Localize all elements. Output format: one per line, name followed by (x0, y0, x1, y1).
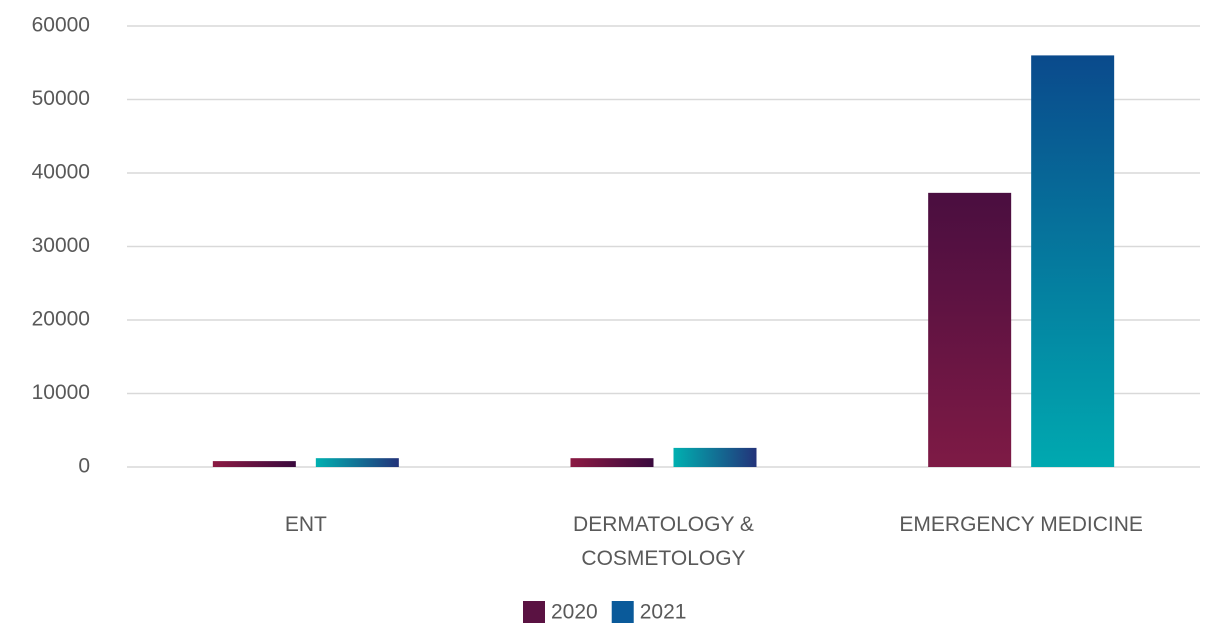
legend-label: 2020 (551, 601, 598, 624)
legend-swatch (611, 601, 634, 623)
x-tick-label: DERMATOLOGY & COSMETOLOGY (573, 513, 754, 570)
y-tick-label: 50000 (32, 87, 90, 110)
x-tick-label: ENT (284, 513, 327, 536)
bar (570, 458, 654, 467)
bar (212, 461, 296, 467)
bar (315, 458, 399, 467)
bar (928, 192, 1012, 467)
y-tick-label: 60000 (32, 14, 90, 37)
x-tick-label: EMERGENCY MEDICINE (899, 513, 1143, 536)
y-tick-label: 40000 (32, 161, 90, 184)
legend-label: 2021 (640, 601, 687, 624)
y-tick-label: 10000 (32, 381, 90, 404)
y-tick-label: 20000 (32, 308, 90, 331)
bar (673, 447, 757, 467)
y-tick-label: 30000 (32, 234, 90, 257)
bar (1031, 55, 1115, 468)
y-tick-label: 0 (78, 455, 90, 478)
legend-swatch (523, 601, 545, 623)
